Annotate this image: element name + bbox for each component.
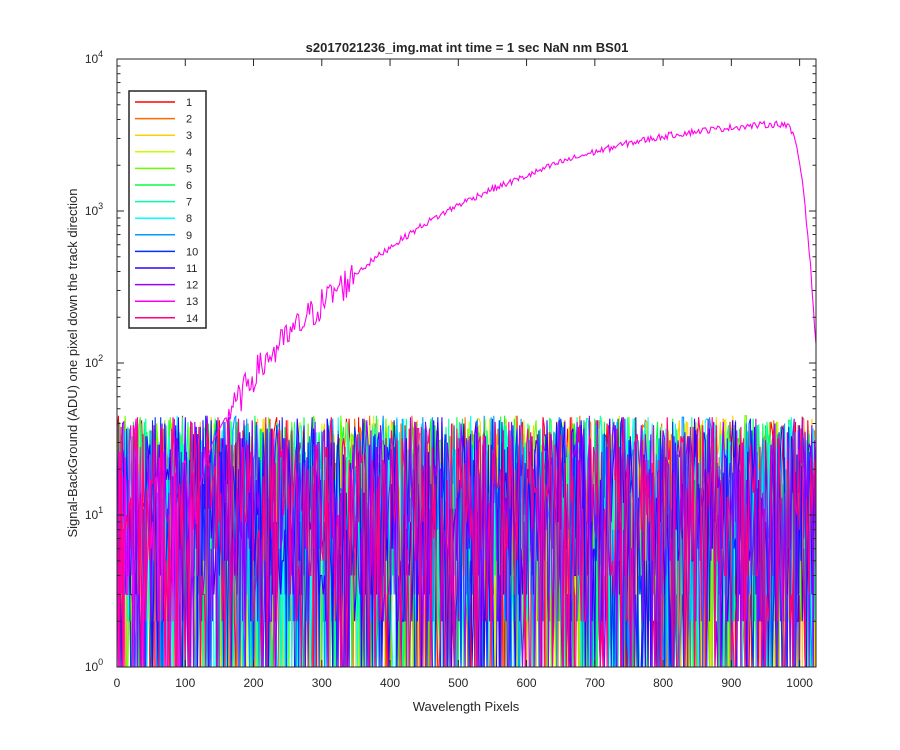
x-tick-label: 900 — [721, 676, 741, 690]
plot-area — [116, 120, 817, 668]
chart-title: s2017021236_img.mat int time = 1 sec NaN… — [306, 40, 629, 55]
legend-label: 3 — [186, 130, 192, 142]
y-tick-base: 10 — [85, 660, 99, 674]
y-tick-exponent: 0 — [98, 657, 103, 667]
legend-label: 10 — [186, 246, 198, 258]
x-tick-label: 400 — [380, 676, 400, 690]
y-axis-label: Signal-BackGround (ADU) one pixel down t… — [65, 188, 80, 537]
x-tick-label: 100 — [175, 676, 195, 690]
legend-label: 9 — [186, 230, 192, 242]
x-tick-label: 0 — [114, 676, 121, 690]
legend-label: 6 — [186, 180, 192, 192]
legend-label: 4 — [186, 147, 192, 159]
x-tick-label: 800 — [653, 676, 673, 690]
legend-label: 12 — [186, 280, 198, 292]
y-tick-base: 10 — [85, 204, 99, 218]
series-line-13 — [116, 120, 817, 668]
y-tick-label: 101 — [85, 505, 103, 522]
x-tick-label: 600 — [517, 676, 537, 690]
tick-labels: 0 100 200 300 400 500 600 700 800 900 100010010110… — [85, 49, 813, 690]
y-tick-label: 103 — [85, 201, 103, 218]
y-tick-base: 10 — [85, 356, 99, 370]
y-tick-exponent: 3 — [98, 201, 103, 211]
y-tick-label: 104 — [85, 49, 103, 66]
x-tick-label: 1000 — [786, 676, 813, 690]
legend-label: 1 — [186, 97, 192, 109]
y-tick-label: 102 — [85, 353, 103, 370]
y-tick-base: 10 — [85, 52, 99, 66]
y-tick-exponent: 2 — [98, 353, 103, 363]
y-tick-base: 10 — [85, 508, 99, 522]
legend-label: 11 — [186, 263, 197, 275]
series-line-14 — [116, 417, 817, 668]
legend-label: 14 — [186, 313, 198, 325]
legend-label: 8 — [186, 213, 192, 225]
x-tick-label: 500 — [448, 676, 468, 690]
y-tick-label: 100 — [85, 657, 103, 674]
axes-ticks — [116, 58, 816, 668]
legend-label: 2 — [186, 114, 192, 126]
legend-box — [128, 90, 207, 329]
y-tick-exponent: 1 — [98, 505, 103, 515]
x-tick-label: 200 — [244, 676, 264, 690]
x-axis-label: Wavelength Pixels — [413, 699, 520, 714]
x-tick-label: 700 — [585, 676, 605, 690]
x-tick-label: 300 — [312, 676, 332, 690]
legend-label: 7 — [186, 197, 192, 209]
legend-label: 13 — [186, 296, 198, 308]
y-tick-exponent: 4 — [98, 49, 103, 59]
legend-label: 5 — [186, 163, 192, 175]
